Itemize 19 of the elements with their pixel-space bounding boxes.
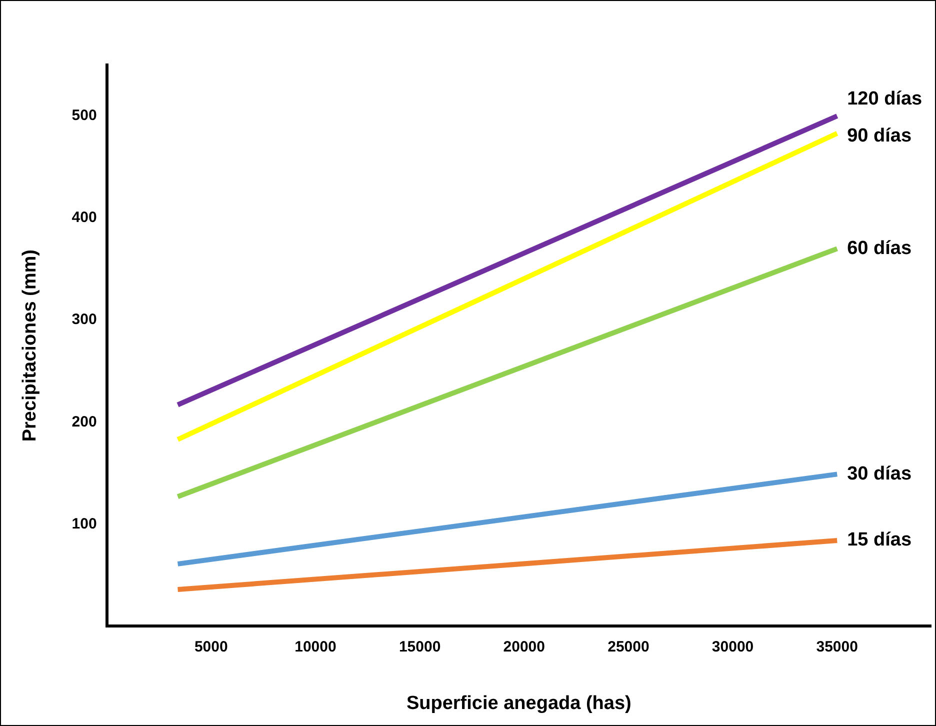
y-tick-label: 300 (72, 311, 97, 328)
series-label: 15 días (847, 530, 912, 551)
x-tick-label: 30000 (712, 638, 754, 656)
x-tick-label: 20000 (503, 638, 545, 656)
series-label: 60 días (847, 238, 912, 259)
series-label: 30 días (847, 463, 912, 484)
x-tick-label: 5000 (194, 638, 228, 656)
y-tick-label: 400 (72, 209, 97, 226)
x-tick-label: 10000 (294, 638, 336, 656)
y-tick-label: 500 (72, 107, 97, 124)
x-tick-label: 25000 (608, 638, 650, 656)
x-tick-label: 15000 (398, 638, 441, 656)
x-tick-label: 35000 (816, 638, 858, 656)
x-axis-title: Superficie anegada (has) (406, 692, 632, 714)
y-axis-title: Precipitaciones (mm) (20, 250, 41, 442)
series-label: 90 días (847, 126, 912, 147)
series-label: 120 días (847, 88, 922, 110)
y-tick-label: 100 (72, 515, 97, 532)
y-tick-label: 200 (72, 413, 97, 430)
